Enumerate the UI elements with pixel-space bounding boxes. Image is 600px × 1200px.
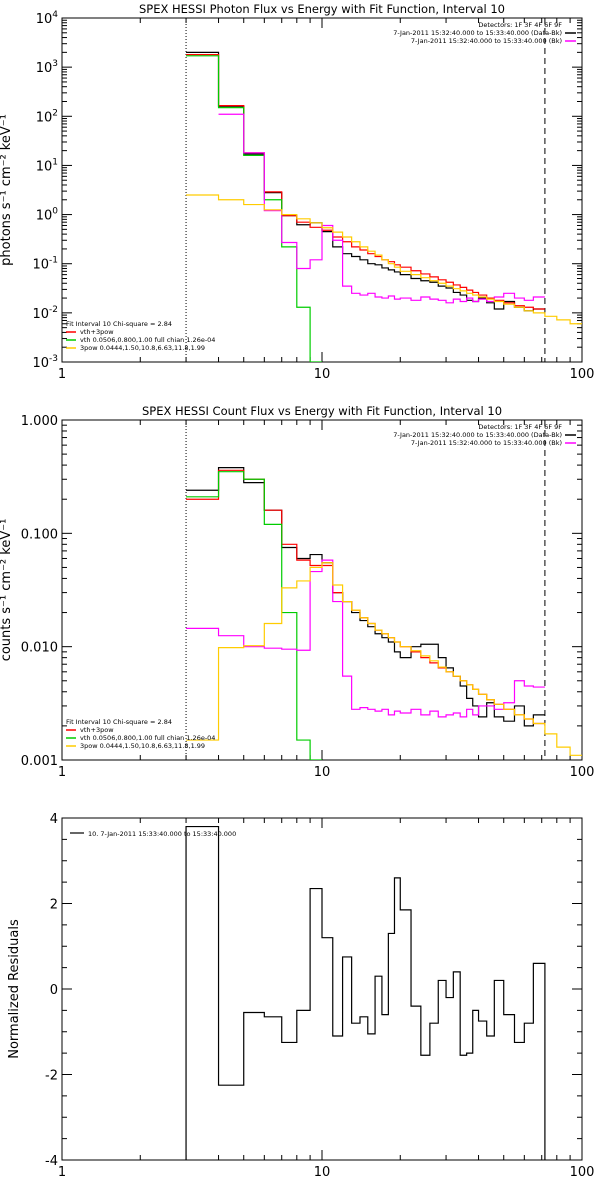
legend-left-entry: Fit Interval 10 Chi-square = 2.84 <box>66 320 172 328</box>
legend-left-entry: vth+3pow <box>80 726 114 734</box>
y-tick-base: 10 <box>36 12 53 27</box>
y-tick-label: 4 <box>50 812 58 827</box>
chart-title: SPEX HESSI Photon Flux vs Energy with Fi… <box>139 2 505 16</box>
y-tick-label: 101 <box>36 157 58 174</box>
x-tick-label: 100 <box>570 765 595 780</box>
legend-right-entry: 7-Jan-2011 15:32:40.000 to 15:33:40.000 … <box>393 29 562 37</box>
y-tick-exponent: 4 <box>52 10 58 20</box>
x-tick-label: 100 <box>570 1165 595 1180</box>
y-tick-label: -4 <box>45 1154 58 1169</box>
series-group <box>185 825 546 1160</box>
y-tick-base: 10 <box>36 209 53 224</box>
series-group <box>186 51 582 362</box>
chart-panel-1: SPEX HESSI Photon Flux vs Energy with Fi… <box>0 2 594 382</box>
y-tick-label: 104 <box>36 10 59 27</box>
series-line-3 <box>186 55 322 362</box>
chart-title: SPEX HESSI Count Flux vs Energy with Fit… <box>142 404 502 418</box>
y-tick-label: 100 <box>36 207 59 224</box>
legend-left-entry: vth 0.0506,0.800,1.00 full chian 1.26e-0… <box>80 336 215 344</box>
y-tick-base: 10 <box>36 61 53 76</box>
series-line-3 <box>186 471 322 760</box>
y-axis-label: counts s⁻¹ cm⁻² keV⁻¹ <box>0 519 14 662</box>
y-tick-base: 10 <box>36 159 53 174</box>
y-tick-label: 10-1 <box>32 256 58 273</box>
series-line-5 <box>186 194 582 325</box>
x-tick-label: 1 <box>58 367 66 382</box>
x-tick-label: 10 <box>314 765 331 780</box>
y-tick-label: -2 <box>45 1069 58 1084</box>
y-tick-label: 102 <box>36 108 58 125</box>
y-axis-label: photons s⁻¹ cm⁻² keV⁻¹ <box>0 114 14 266</box>
legend-right-entry: 7-Jan-2011 15:32:40.000 to 15:33:40.000 … <box>393 431 562 439</box>
legend-left-entry: vth+3pow <box>80 328 114 336</box>
legend-right-entry: Detectors: 1F 3F 4F 6F 9F <box>478 21 562 29</box>
legend-left-entry: 3pow 0.0444,1.50,10.8,6.63,11.8,1.99 <box>80 742 205 750</box>
x-tick-label: 10 <box>314 367 331 382</box>
x-tick-label: 100 <box>570 367 595 382</box>
y-tick-exponent: 3 <box>52 59 58 69</box>
legend-left-entry: Fit Interval 10 Chi-square = 2.84 <box>66 718 172 726</box>
legend-left-entry: vth 0.0506,0.800,1.00 full chian 1.26e-0… <box>80 734 215 742</box>
y-axis-label: Normalized Residuals <box>7 919 22 1059</box>
y-tick-exponent: -3 <box>49 354 58 364</box>
series-line-2 <box>186 54 545 310</box>
series-line-5 <box>186 562 582 756</box>
y-tick-base: 10 <box>36 110 53 125</box>
series-line-1 <box>186 51 545 312</box>
legend-left-entry: 10. 7-Jan-2011 15:33:40.000 to 15:33:40.… <box>88 830 236 838</box>
x-tick-label: 1 <box>58 1165 66 1180</box>
legend-right-entry: 7-Jan-2011 15:32:40.000 to 15:33:40.000 … <box>411 439 562 447</box>
y-tick-label: 1.000 <box>21 414 58 429</box>
legend-right-entry: Detectors: 1F 3F 4F 6F 9F <box>478 423 562 431</box>
x-tick-label: 10 <box>314 1165 331 1180</box>
chart-panel-3: 1 10 100 -4 -2 0 2 4 Normalized Residuals 10. 7-J… <box>7 812 594 1180</box>
series-line-1 <box>186 467 545 727</box>
chart-panel-2: SPEX HESSI Count Flux vs Energy with Fit… <box>0 404 594 780</box>
series-line-4 <box>186 559 545 718</box>
series-group <box>186 467 582 760</box>
series-line-1 <box>185 825 546 1160</box>
y-tick-label: 0.100 <box>21 527 58 542</box>
y-tick-label: 2 <box>50 898 58 913</box>
legend-left-entry: 3pow 0.0444,1.50,10.8,6.63,11.8,1.99 <box>80 344 205 352</box>
y-tick-base: 10 <box>32 258 49 273</box>
series-line-4 <box>218 113 545 304</box>
y-tick-exponent: -1 <box>49 256 58 266</box>
legend-right-entry: 7-Jan-2011 15:32:40.000 to 15:33:40.000 … <box>411 37 562 45</box>
y-tick-base: 10 <box>32 356 49 371</box>
y-tick-exponent: -2 <box>49 305 58 315</box>
x-tick-label: 1 <box>58 765 66 780</box>
y-tick-label: 103 <box>36 59 58 76</box>
y-tick-exponent: 1 <box>52 157 58 167</box>
series-line-2 <box>186 469 545 725</box>
y-tick-exponent: 2 <box>52 108 58 118</box>
plot-frame <box>61 17 583 363</box>
y-tick-base: 10 <box>32 307 49 322</box>
y-tick-label: 0.010 <box>21 641 58 656</box>
y-tick-label: 0 <box>50 983 58 998</box>
y-tick-exponent: 0 <box>52 207 58 217</box>
y-tick-label: 10-2 <box>32 305 58 322</box>
y-tick-label: 10-3 <box>32 354 58 371</box>
y-tick-label: 0.001 <box>21 754 58 769</box>
